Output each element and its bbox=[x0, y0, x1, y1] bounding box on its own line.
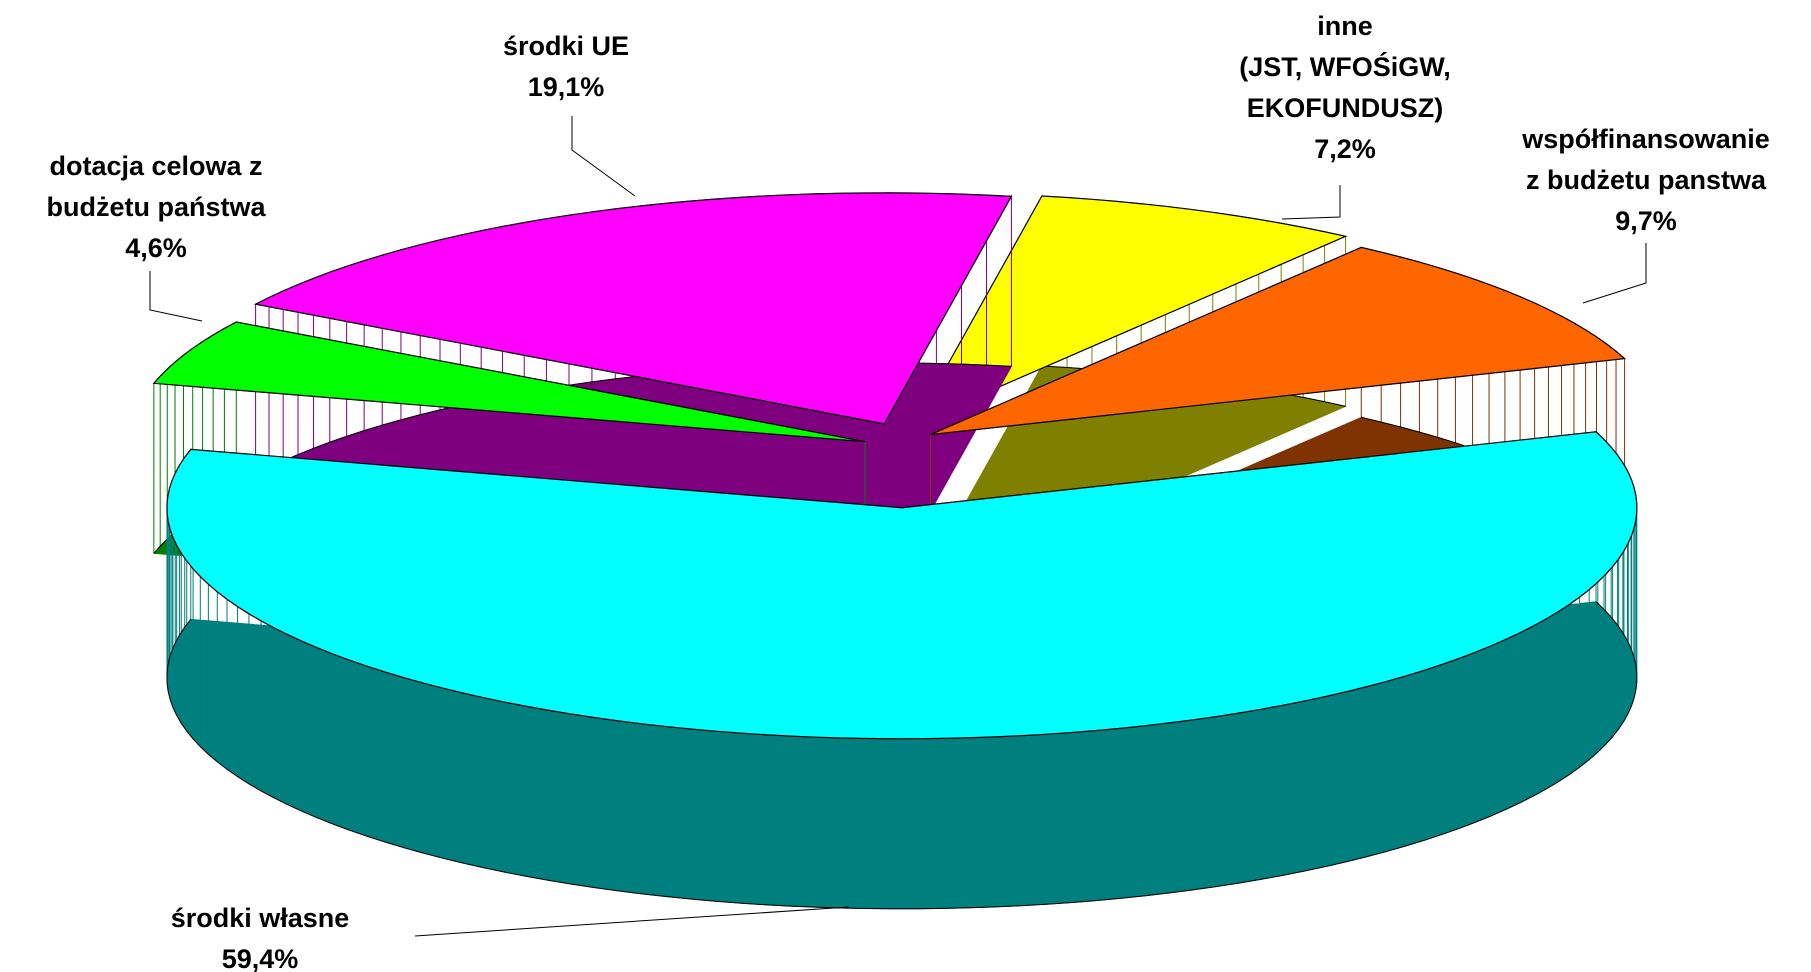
leader-line bbox=[1281, 185, 1341, 220]
leader-line bbox=[149, 271, 203, 322]
pie-slice bbox=[930, 246, 1627, 436]
slices bbox=[152, 192, 1638, 910]
value-label: 7,2% bbox=[1314, 134, 1376, 164]
category-name: środki własne bbox=[170, 903, 350, 933]
category-name: współfinansowanie z budżetu panstwa bbox=[1522, 124, 1770, 195]
slice-rim bbox=[166, 601, 1638, 910]
leader-line bbox=[1582, 243, 1647, 304]
pie-slice bbox=[152, 321, 866, 443]
pie-slice bbox=[166, 431, 1638, 740]
value-label: 19,1% bbox=[527, 72, 605, 102]
slice-label: dotacja celowa z budżetu państwa 4,6% bbox=[46, 146, 265, 269]
slice-label: współfinansowanie z budżetu panstwa 9,7% bbox=[1522, 119, 1770, 242]
slice-label: środki UE 19,1% bbox=[503, 26, 629, 108]
category-name: środki UE bbox=[502, 31, 630, 61]
value-label: 4,6% bbox=[125, 233, 187, 263]
category-name: dotacja celowa z budżetu państwa bbox=[46, 151, 266, 222]
leader-line bbox=[571, 116, 636, 197]
slice-label: inne (JST, WFOŚiGW, EKOFUNDUSZ) 7,2% bbox=[1239, 6, 1451, 170]
leader-line bbox=[414, 906, 850, 937]
category-name: inne (JST, WFOŚiGW, EKOFUNDUSZ) bbox=[1239, 11, 1451, 123]
pie-slice bbox=[913, 195, 1348, 425]
slice-label: środki własne 59,4% bbox=[171, 898, 350, 972]
value-label: 9,7% bbox=[1615, 206, 1677, 236]
value-label: 59,4% bbox=[221, 944, 299, 972]
pie-slice bbox=[253, 192, 1013, 425]
